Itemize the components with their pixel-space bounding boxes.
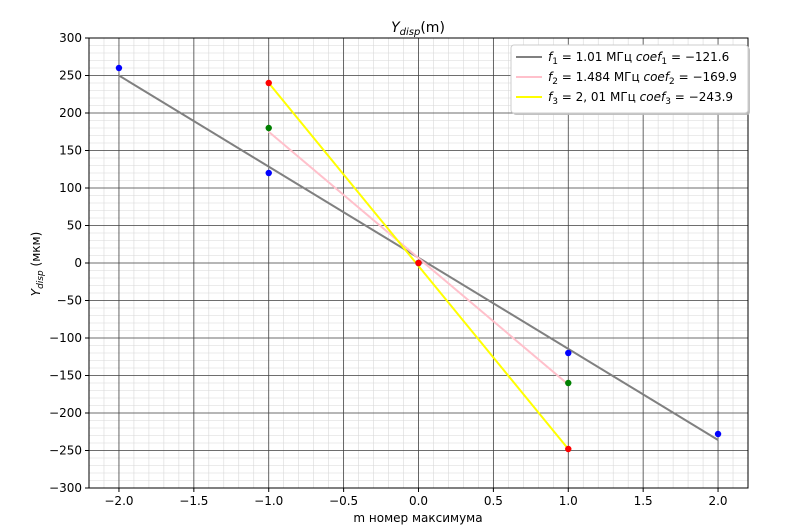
x-tick-label: −2.0 [104,494,133,508]
legend-entry-1: f1 = 1.01 МГц coef1 = −121.6 [548,50,729,67]
series-layer [115,64,722,453]
y-tick-label: −200 [49,406,82,420]
x-tick-label: 0.5 [484,494,503,508]
y-axis-label: Ydisp (мкм) [29,232,46,297]
series-point-3 [565,445,572,453]
y-tick-label: 150 [59,144,82,158]
y-tick-label: 50 [67,219,82,233]
x-tick-label: 1.0 [559,494,578,508]
legend: f1 = 1.01 МГц coef1 = −121.6 f2 = 1.484 М… [510,44,750,115]
y-tick-label: −50 [57,294,82,308]
series-point-3 [265,79,272,87]
y-tick-label: 100 [59,181,82,195]
x-tick-label: 2.0 [708,494,727,508]
x-tick-label: −1.5 [179,494,208,508]
series-line-2 [268,130,569,386]
chart-title: Ydisp(m) [391,20,445,38]
legend-box [510,44,749,114]
major-grid [89,37,748,489]
y-tick-label: 0 [74,256,82,270]
legend-entry-3: f3 = 2, 01 МГц coef3 = −243.9 [548,90,733,107]
y-tick-label: −100 [49,331,82,345]
y-tick-label: −150 [49,369,82,383]
y-tick-label: −300 [49,481,82,495]
series-point-2 [265,124,272,132]
y-tick-label: 200 [59,106,82,120]
y-tick-label: −250 [49,444,82,458]
series-point-1 [565,349,572,357]
x-tick-label: −1.0 [254,494,283,508]
x-axis-label: m номер максимума [353,511,482,525]
series-point-3 [415,259,422,267]
series-point-1 [265,169,272,177]
series-point-1 [714,430,722,438]
x-tick-label: 0.0 [409,494,428,508]
legend-entry-2: f2 = 1.484 МГц coef2 = −169.9 [548,70,737,87]
y-tick-label: 250 [59,69,82,83]
y-tick-label: 300 [59,31,82,45]
series-point-1 [115,64,123,72]
x-tick-label: −0.5 [329,494,358,508]
series-point-2 [565,379,572,387]
ticks: −2.0 −1.5 −1.0 −0.5 0.0 0.5 1.0 1.5 2.0 300 250 200… [49,31,728,508]
x-tick-label: 1.5 [634,494,653,508]
